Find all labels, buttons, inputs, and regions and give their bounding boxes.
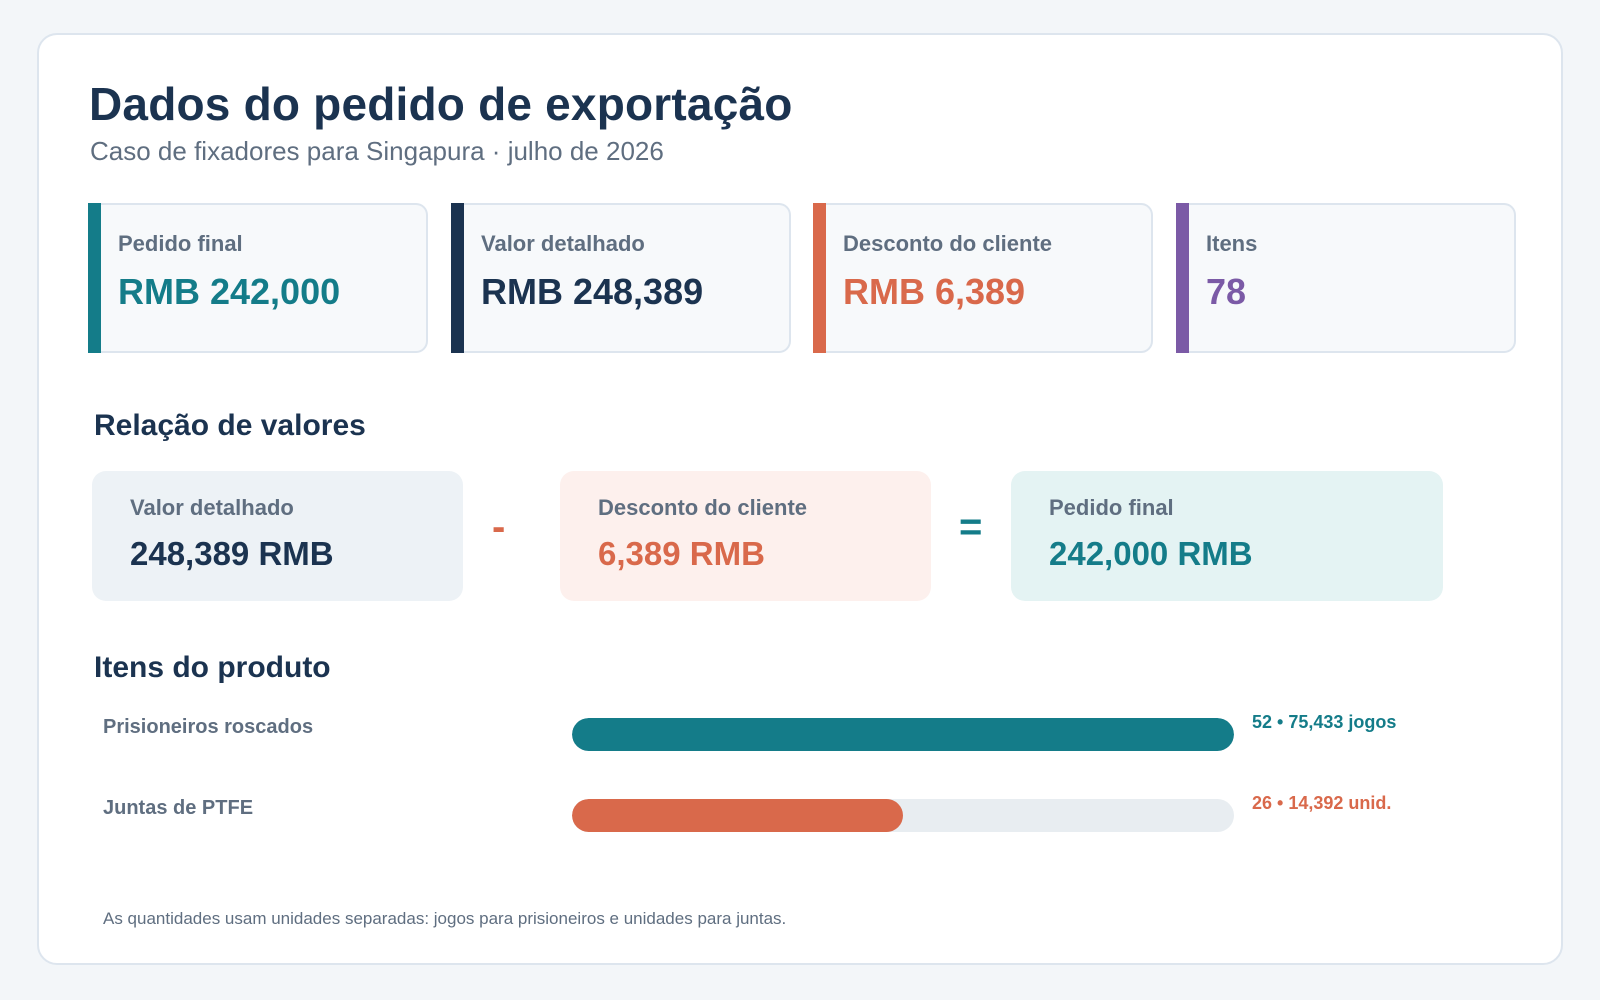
product-bar-track xyxy=(572,799,1234,832)
stat-value: 78 xyxy=(1206,271,1247,312)
stat-card-detailed-value: Valor detalhado RMB 248,389 xyxy=(451,203,791,353)
stat-label: Desconto do cliente xyxy=(843,231,1053,256)
product-label-threaded-studs: Prisioneiros roscados xyxy=(103,716,314,738)
relation-section-title: Relação de valores xyxy=(94,409,366,442)
relation-final-label: Pedido final xyxy=(1049,495,1174,520)
stat-value: RMB 6,389 xyxy=(843,271,1026,312)
relation-discount-box: Desconto do cliente 6,389 RMB xyxy=(560,471,931,601)
stat-accent-bar xyxy=(1176,203,1189,353)
stat-label: Itens xyxy=(1206,231,1258,256)
relation-discount-label: Desconto do cliente xyxy=(598,495,808,520)
stat-value: RMB 248,389 xyxy=(481,271,704,312)
relation-discount-value: 6,389 RMB xyxy=(598,535,765,572)
relation-detailed-label: Valor detalhado xyxy=(130,495,294,520)
stat-label: Valor detalhado xyxy=(481,231,645,256)
product-value-threaded-studs: 52 • 75,433 jogos xyxy=(1252,712,1397,732)
relation-detailed-box: Valor detalhado 248,389 RMB xyxy=(92,471,463,601)
page-subtitle: Caso de fixadores para Singapura · julho… xyxy=(90,136,664,166)
equals-operator: = xyxy=(959,505,983,549)
page-title: Dados do pedido de exportação xyxy=(89,78,793,130)
footnote: As quantidades usam unidades separadas: … xyxy=(103,909,787,928)
relation-detailed-value: 248,389 RMB xyxy=(130,535,334,572)
product-bar-track xyxy=(572,718,1234,751)
stat-accent-bar xyxy=(813,203,826,353)
order-summary-card: Dados do pedido de exportação Caso de fi… xyxy=(37,33,1563,965)
product-value-ptfe-gaskets: 26 • 14,392 unid. xyxy=(1252,793,1392,813)
products-section-title: Itens do produto xyxy=(94,651,331,684)
product-bar-fill-ptfe-gaskets xyxy=(572,799,903,832)
product-bar-fill-threaded-studs xyxy=(572,718,1234,751)
relation-final-value: 242,000 RMB xyxy=(1049,535,1253,572)
stat-card-items: Itens 78 xyxy=(1176,203,1516,353)
relation-final-box: Pedido final 242,000 RMB xyxy=(1011,471,1443,601)
stat-label: Pedido final xyxy=(118,231,243,256)
stat-card-customer-discount: Desconto do cliente RMB 6,389 xyxy=(813,203,1153,353)
stat-accent-bar xyxy=(451,203,464,353)
stat-card-final-order: Pedido final RMB 242,000 xyxy=(88,203,428,353)
minus-operator: - xyxy=(492,505,506,549)
stat-accent-bar xyxy=(88,203,101,353)
product-label-ptfe-gaskets: Juntas de PTFE xyxy=(103,797,254,819)
stat-value: RMB 242,000 xyxy=(118,271,341,312)
